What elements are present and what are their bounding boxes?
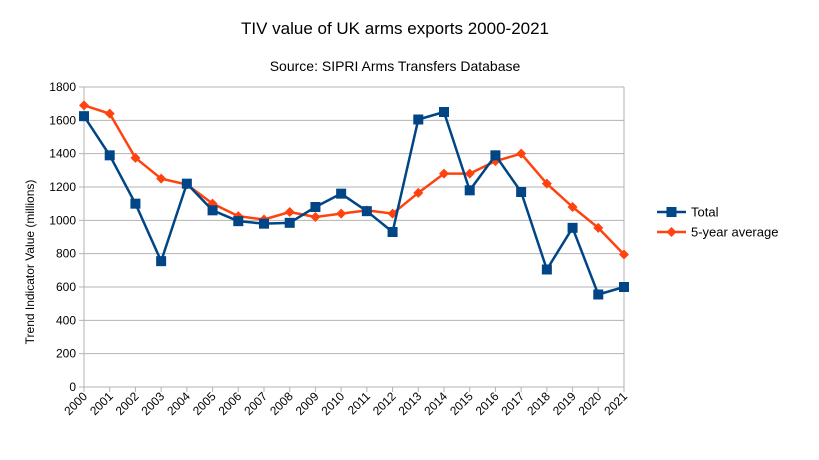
x-tick-label: 2005 xyxy=(190,389,219,418)
data-point xyxy=(619,282,629,292)
legend-item: Total xyxy=(657,205,719,220)
y-tick-label: 800 xyxy=(56,247,76,261)
data-point xyxy=(207,205,218,216)
y-tick-label: 600 xyxy=(56,280,76,294)
x-tick-label: 2004 xyxy=(164,389,193,418)
y-tick-label: 1600 xyxy=(49,113,76,127)
data-point xyxy=(104,150,115,161)
data-point xyxy=(516,148,527,159)
series-line xyxy=(82,110,625,296)
data-point xyxy=(541,264,552,275)
data-point xyxy=(79,111,89,122)
data-point xyxy=(336,208,347,219)
x-tick-label: 2018 xyxy=(524,389,553,418)
data-point xyxy=(439,107,449,117)
data-point xyxy=(310,212,321,222)
data-point xyxy=(310,202,321,212)
data-point xyxy=(336,188,347,199)
data-point xyxy=(130,152,141,163)
data-point xyxy=(361,206,372,217)
data-point xyxy=(464,185,475,196)
data-point xyxy=(490,150,501,161)
x-tick-label: 2002 xyxy=(113,389,142,418)
x-tick-label: 2019 xyxy=(550,389,579,418)
data-point xyxy=(104,108,115,119)
x-tick-label: 2007 xyxy=(241,389,270,418)
data-point xyxy=(619,249,629,260)
data-point xyxy=(181,178,192,189)
data-point xyxy=(567,202,578,212)
data-point xyxy=(284,217,295,228)
x-tick-label: 2000 xyxy=(61,389,90,418)
x-tick-label: 2008 xyxy=(267,389,296,418)
y-tick-label: 200 xyxy=(56,347,76,361)
x-tick-label: 2013 xyxy=(396,389,425,418)
data-point xyxy=(439,168,449,179)
x-tick-label: 2020 xyxy=(576,389,605,418)
x-tick-label: 2009 xyxy=(293,389,322,418)
y-tick-label: 1200 xyxy=(49,180,76,194)
data-point xyxy=(387,227,398,237)
x-tick-label: 2012 xyxy=(370,389,399,418)
x-tick-label: 2006 xyxy=(216,389,245,418)
data-point xyxy=(259,218,269,229)
data-point xyxy=(413,187,424,198)
chart-subtitle: Source: SIPRI Arms Transfers Database xyxy=(270,58,521,74)
y-axis-label: Trend Indicator Value (millions) xyxy=(23,180,37,345)
x-tick-label: 2015 xyxy=(447,389,476,418)
data-point xyxy=(79,100,89,111)
data-point xyxy=(541,178,552,189)
x-tick-label: 2017 xyxy=(498,389,527,418)
x-tick-label: 2001 xyxy=(87,389,116,418)
x-tick-label: 2021 xyxy=(601,389,630,418)
y-tick-label: 1400 xyxy=(49,147,76,161)
data-point xyxy=(413,114,424,125)
x-tick-label: 2016 xyxy=(473,389,502,418)
data-point xyxy=(156,256,167,267)
x-tick-label: 2014 xyxy=(421,389,450,418)
data-point xyxy=(593,222,604,233)
legend-label: Total xyxy=(691,205,719,220)
data-point xyxy=(593,289,604,300)
y-tick-label: 400 xyxy=(56,313,76,327)
data-point xyxy=(464,168,475,179)
legend-swatch-marker xyxy=(666,207,677,217)
series-line xyxy=(83,104,625,256)
x-tick-label: 2003 xyxy=(138,389,167,418)
data-point xyxy=(130,198,141,209)
data-point xyxy=(233,216,244,227)
data-point xyxy=(284,207,295,217)
data-point xyxy=(516,187,527,197)
legend-item: 5-year average xyxy=(657,225,778,240)
data-point xyxy=(567,222,578,233)
axis-layer: 0200400600800100012001400160018002000200… xyxy=(49,80,630,418)
grid-layer xyxy=(84,86,624,388)
legend: Total 5-year average xyxy=(657,205,778,240)
chart-title: TIV value of UK arms exports 2000-2021 xyxy=(241,19,549,38)
y-tick-label: 1000 xyxy=(49,213,76,227)
x-tick-label: 2010 xyxy=(318,389,347,418)
x-tick-label: 2011 xyxy=(345,389,373,417)
data-point xyxy=(156,173,167,184)
series-5-year-average xyxy=(79,100,629,260)
y-tick-label: 0 xyxy=(69,380,76,394)
legend-label: 5-year average xyxy=(691,225,778,240)
legend-swatch-marker xyxy=(666,227,677,237)
series-total xyxy=(79,107,629,300)
series-layer xyxy=(79,100,629,300)
y-tick-label: 1800 xyxy=(49,80,76,94)
